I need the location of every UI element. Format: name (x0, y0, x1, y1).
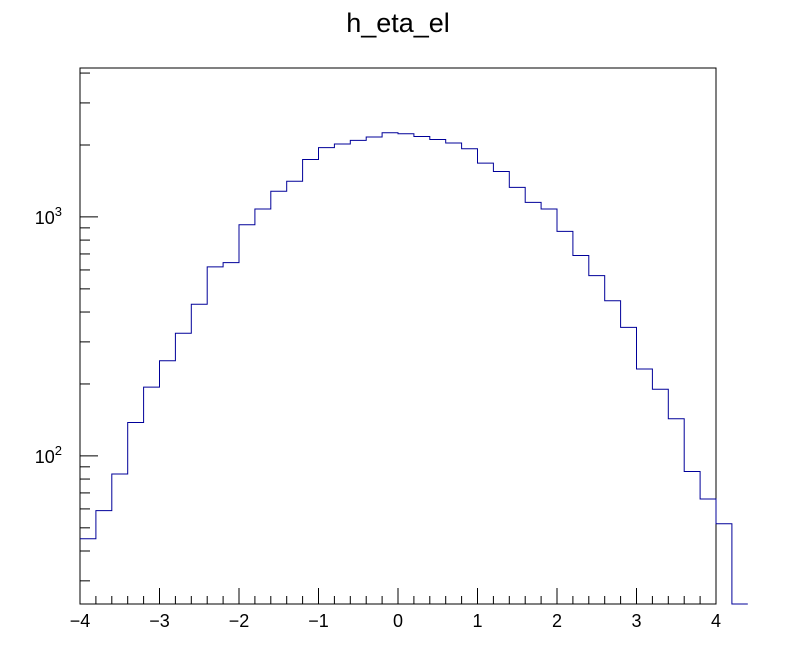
x-tick-label: −1 (308, 611, 329, 631)
x-tick-label: 3 (631, 611, 641, 631)
x-tick-label: −3 (149, 611, 170, 631)
y-tick-label: 103 (35, 204, 62, 228)
x-tick-label: 4 (711, 611, 721, 631)
chart-title: h_eta_el (346, 8, 450, 38)
x-tick-label: −2 (229, 611, 250, 631)
plot-layer: −4 −3 −2 −1 0 1 2 3 4 102 103 (35, 67, 748, 631)
x-tick-label: −4 (70, 611, 91, 631)
x-tick-label: 2 (552, 611, 562, 631)
x-tick-label: 1 (472, 611, 482, 631)
histogram-step-line (80, 132, 748, 605)
x-tick-label: 0 (393, 611, 403, 631)
y-tick-label: 102 (35, 443, 62, 467)
